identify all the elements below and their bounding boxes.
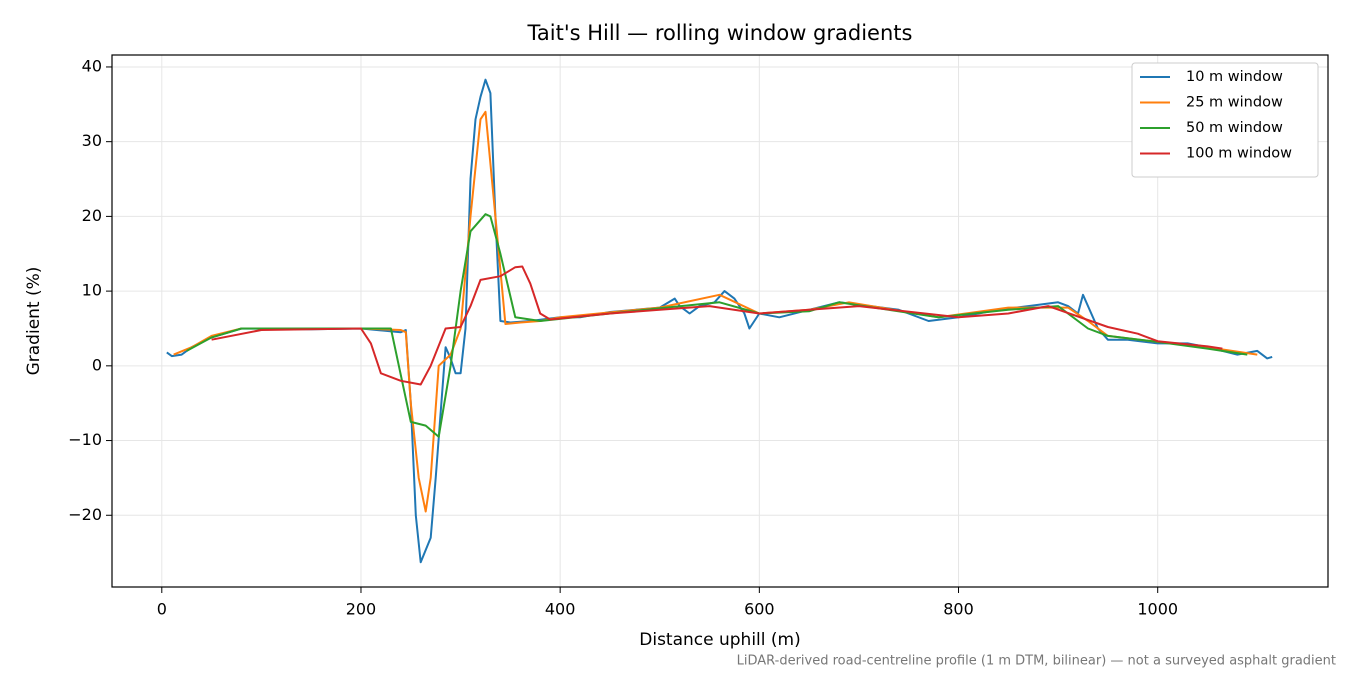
x-tick-label: 0: [157, 600, 167, 619]
legend-label: 10 m window: [1186, 69, 1283, 85]
x-axis-label: Distance uphill (m): [639, 630, 800, 650]
x-tick-label: 600: [744, 600, 775, 619]
series-line: [173, 110, 1258, 513]
legend-label: 50 m window: [1186, 120, 1283, 136]
y-tick-label: 20: [82, 206, 102, 225]
x-tick-label: 200: [346, 600, 377, 619]
y-axis-label: Gradient (%): [24, 267, 44, 376]
y-tick-label: −10: [68, 430, 102, 449]
y-tick-label: −20: [68, 505, 102, 524]
y-tick-label: 0: [92, 355, 102, 374]
footnote: LiDAR-derived road-centreline profile (1…: [737, 654, 1336, 669]
y-tick-label: 30: [82, 131, 102, 150]
plot-frame: [111, 54, 1329, 588]
series-line: [166, 78, 1273, 564]
series-line: [186, 213, 1248, 438]
legend-label: 100 m window: [1186, 146, 1292, 162]
x-tick-label: 400: [545, 600, 576, 619]
x-tick-label: 800: [943, 600, 974, 619]
chart-title: Tait's Hill — rolling window gradients: [527, 21, 913, 45]
legend-label: 25 m window: [1186, 95, 1283, 111]
y-tick-label: 40: [82, 56, 102, 75]
x-tick-label: 1000: [1137, 600, 1178, 619]
series-line: [211, 265, 1223, 386]
y-tick-label: 10: [82, 281, 102, 300]
legend-box: [1131, 62, 1319, 178]
